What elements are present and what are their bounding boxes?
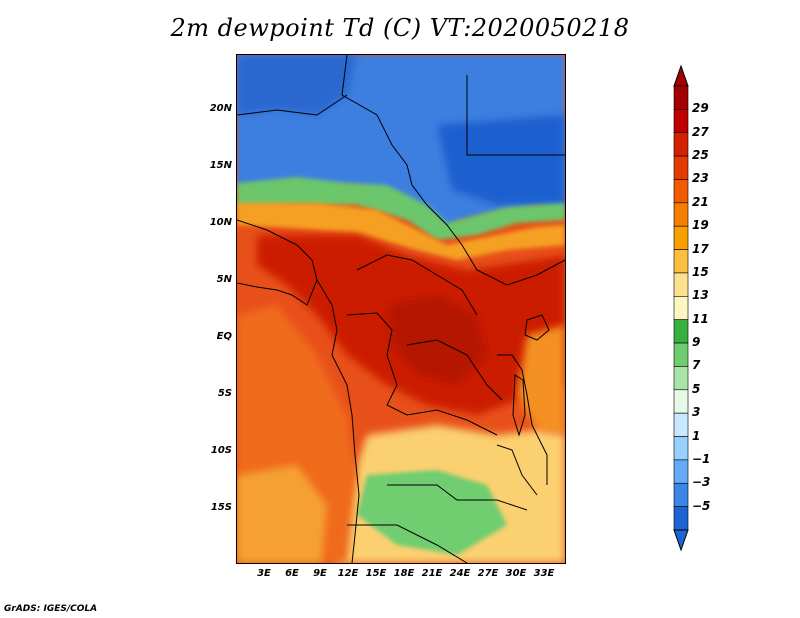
lat-label-5n: 5N <box>216 274 232 285</box>
colorbar-swatch <box>673 319 689 344</box>
atlantic-south <box>237 465 327 563</box>
colorbar-tick-label: 5 <box>692 381 701 396</box>
lake-victoria <box>524 314 550 341</box>
dry-region-east <box>437 115 565 205</box>
lat-label-20n: 20N <box>209 103 232 114</box>
colorbar-swatch <box>673 85 689 110</box>
colorbar-swatch <box>673 389 689 414</box>
colorbar-tick-label: 17 <box>692 241 709 256</box>
sahel-green-band <box>237 177 565 240</box>
colorbar-tick-label: −5 <box>692 498 711 513</box>
colorbar-swatch <box>673 155 689 180</box>
lon-label-30e: 30E <box>505 568 527 579</box>
colorbar-tick-label: −3 <box>692 475 711 490</box>
colorbar-tick-label: 15 <box>692 264 709 279</box>
credit-text: GrADS: IGES/COLA <box>4 604 98 614</box>
colorbar-bottom-arrow <box>673 529 689 552</box>
colorbar-top-arrow <box>673 64 689 87</box>
colorbar-swatch <box>673 225 689 250</box>
colorbar-tick-label: 29 <box>692 101 709 116</box>
lon-label-9e: 9E <box>313 568 327 579</box>
map-panel <box>236 54 566 564</box>
colorbar-tick-label: 11 <box>692 311 709 326</box>
colorbar-swatch <box>673 272 689 297</box>
lat-label-10n: 10N <box>209 217 232 228</box>
lat-label-15s: 15S <box>210 502 232 513</box>
lat-label-15n: 15N <box>209 160 232 171</box>
southern-green <box>357 470 507 555</box>
lon-label-3e: 3E <box>257 568 271 579</box>
lat-label-5s: 5S <box>217 388 232 399</box>
dewpoint-map <box>237 55 565 563</box>
colorbar-swatch <box>673 296 689 320</box>
country-borders <box>237 55 565 563</box>
colorbar-tick-label: 25 <box>692 148 709 163</box>
colorbar-swatch <box>673 366 689 391</box>
colorbar-tick-label: 27 <box>692 124 709 139</box>
colorbar <box>673 64 689 552</box>
chart-title: 2m dewpoint Td (C) VT:2020050218 <box>170 14 630 42</box>
colorbar-swatch <box>673 436 689 461</box>
sahel-orange-band <box>237 203 565 260</box>
lat-label-eq: EQ <box>216 331 232 342</box>
colorbar-swatch <box>673 506 689 531</box>
lon-label-33e: 33E <box>533 568 555 579</box>
colorbar-swatch <box>673 179 689 204</box>
colorbar-swatch <box>673 482 689 507</box>
lon-label-27e: 27E <box>477 568 499 579</box>
colorbar-tick-label: 23 <box>692 171 709 186</box>
colorbar-swatch <box>673 109 689 134</box>
colorbar-tick-label: 1 <box>692 428 701 443</box>
colorbar-tick-label: 13 <box>692 288 709 303</box>
colorbar-swatch <box>673 412 689 437</box>
colorbar-swatch <box>673 202 689 227</box>
colorbar-swatch <box>673 342 689 367</box>
lake-tanganyika <box>512 374 526 437</box>
colorbar-tick-label: 7 <box>692 358 701 373</box>
colorbar-tick-label: 21 <box>692 194 709 209</box>
lat-label-10s: 10S <box>210 445 232 456</box>
lon-label-6e: 6E <box>285 568 299 579</box>
colorbar-swatch <box>673 249 689 274</box>
colorbar-tick-label: −1 <box>692 451 711 466</box>
lon-label-15e: 15E <box>365 568 387 579</box>
colorbar-tick-label: 3 <box>692 405 701 420</box>
colorbar-tick-label: 9 <box>692 335 701 350</box>
lon-label-21e: 21E <box>421 568 443 579</box>
colorbar-swatch <box>673 132 689 157</box>
colorbar-swatch <box>673 459 689 484</box>
lon-label-24e: 24E <box>449 568 471 579</box>
lon-label-12e: 12E <box>337 568 359 579</box>
dry-region-deep <box>237 55 357 115</box>
lon-label-18e: 18E <box>393 568 415 579</box>
colorbar-tick-label: 19 <box>692 218 709 233</box>
